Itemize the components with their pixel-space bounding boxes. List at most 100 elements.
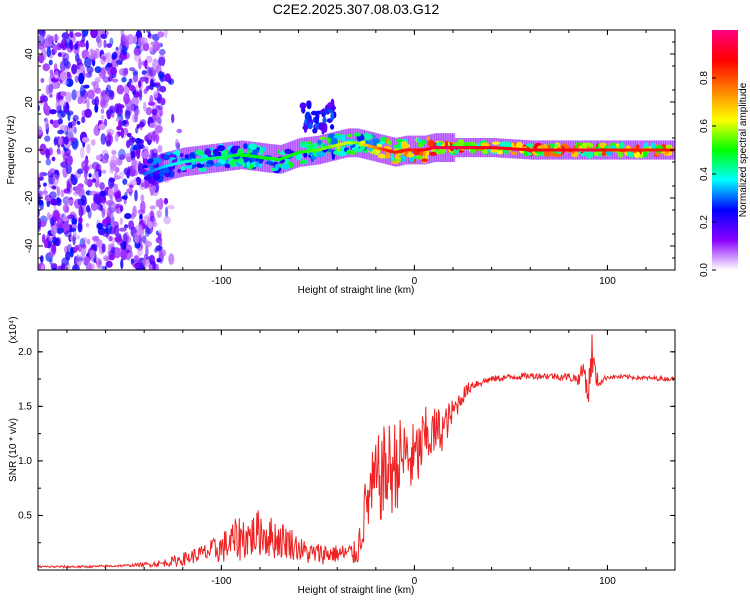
heatmap-noise-blob [38, 53, 45, 64]
heatmap-ridge-blob [394, 153, 400, 160]
heatmap-noise-blob [115, 117, 120, 123]
heatmap-noise-blob [57, 52, 62, 57]
heatmap-noise-blob [158, 229, 163, 235]
heatmap-noise-blob [77, 168, 84, 175]
heatmap-ridge-blob [169, 154, 177, 158]
y-tick-label: 2.0 [18, 347, 32, 358]
heatmap-noise-blob [142, 258, 147, 266]
heatmap-noise-blob [106, 62, 113, 68]
heatmap-noise-blob [108, 177, 114, 189]
heatmap-noise-blob [91, 178, 97, 183]
heatmap-noise-blob [105, 140, 112, 147]
heatmap-noise-blob [57, 129, 64, 135]
heatmap-noise-blob [122, 178, 128, 185]
heatmap-noise-blob [100, 115, 105, 120]
heatmap-noise-blob [78, 216, 83, 224]
snr-series-line [38, 334, 675, 569]
heatmap-ridge-blob [365, 133, 371, 141]
heatmap-noise-blob [129, 179, 138, 186]
heatmap-noise-blob [109, 37, 114, 46]
heatmap-noise-blob [111, 51, 118, 60]
heatmap-noise-blob [133, 159, 139, 172]
heatmap-noise-blob [120, 258, 124, 270]
heatmap-noise-blob [116, 84, 125, 95]
heatmap-ridge-blob [214, 162, 222, 167]
heatmap-noise-blob [74, 75, 79, 83]
heatmap-ridge-blob [496, 150, 504, 155]
heatmap-spur-blob [322, 116, 327, 124]
heatmap-noise-blob [60, 91, 67, 97]
heatmap-noise-blob [144, 59, 148, 70]
heatmap-noise-blob [65, 91, 72, 103]
heatmap-noise-blob [158, 241, 163, 246]
heatmap-noise-blob [132, 69, 139, 76]
heatmap-noise-blob [74, 244, 80, 251]
heatmap-ridge-blob [416, 155, 423, 160]
heatmap-spur-blob [310, 110, 318, 116]
heatmap-ridge-blob [204, 164, 213, 168]
heatmap-noise-blob [134, 108, 140, 116]
heatmap-noise-blob [118, 68, 127, 76]
heatmap-noise-blob [126, 252, 133, 259]
heatmap-noise-blob [65, 206, 70, 214]
heatmap-noise-blob [88, 164, 93, 170]
colorbar: 0.0 0.2 0.4 0.6 0.8 Normalized spectral ampl… [699, 30, 749, 277]
heatmap-ridge-blob [666, 144, 672, 150]
heatmap-noise-blob [56, 186, 61, 197]
heatmap-noise-blob [71, 264, 80, 270]
heatmap-noise-blob [145, 238, 149, 248]
heatmap-ridge-blob [543, 150, 552, 157]
heatmap-noise-blob [65, 251, 71, 261]
heatmap-ridge-blob [426, 136, 430, 141]
heatmap-noise-blob [101, 169, 107, 174]
heatmap-noise-blob [50, 218, 54, 227]
heatmap-noise-blob [138, 80, 142, 88]
heatmap-noise-blob [151, 221, 158, 228]
heatmap-noise-blob [176, 128, 183, 134]
heatmap-noise-blob [48, 76, 52, 85]
heatmap-ridge-blob [491, 141, 501, 145]
heatmap-noise-blob [128, 67, 136, 72]
heatmap-noise-blob [175, 138, 179, 149]
heatmap-ridge-blob [330, 137, 339, 146]
heatmap-noise-blob [64, 148, 71, 157]
heatmap-noise-blob [49, 69, 54, 75]
heatmap-noise-blob [140, 194, 145, 202]
heatmap-noise-blob [141, 150, 150, 159]
heatmap-noise-blob [85, 72, 92, 78]
heatmap-noise-blob [151, 130, 158, 143]
heatmap-noise-blob [96, 257, 100, 269]
heatmap-noise-blob [103, 39, 107, 49]
heatmap-noise-blob [145, 55, 153, 64]
heatmap-noise-blob [138, 144, 145, 150]
heatmap-noise-blob [62, 222, 70, 230]
heatmap-noise-blob [99, 182, 105, 191]
heatmap-noise-blob [143, 42, 150, 52]
heatmap-noise-blob [81, 116, 86, 124]
heatmap-noise-blob [71, 63, 78, 75]
heatmap-ridge-blob [174, 150, 181, 156]
heatmap-noise-blob [38, 177, 41, 186]
heatmap-noise-blob [149, 122, 156, 128]
heatmap-noise-blob [118, 120, 123, 129]
heatmap-noise-blob [55, 99, 61, 112]
heatmap-noise-blob [114, 191, 122, 199]
heatmap-noise-blob [94, 66, 102, 74]
heatmap-noise-blob [45, 158, 51, 166]
heatmap-ridge-blob [401, 143, 411, 149]
heatmap-noise-blob [138, 58, 142, 70]
heatmap-noise-blob [48, 59, 53, 66]
heatmap-noise-blob [149, 46, 153, 52]
heatmap-ridge-blob [163, 154, 170, 160]
heatmap-ridge-blob [216, 145, 226, 152]
heatmap-noise-blob [69, 31, 74, 38]
heatmap-noise-blob [137, 160, 142, 173]
heatmap-ridge-blob [354, 148, 363, 153]
heatmap-noise-blob [158, 198, 164, 210]
heatmap-noise-blob [39, 95, 44, 104]
heatmap-noise-blob [52, 267, 57, 270]
heatmap-noise-blob [149, 255, 156, 262]
heatmap-noise-blob [41, 30, 46, 38]
heatmap-noise-blob [84, 57, 92, 68]
heatmap-noise-blob [75, 235, 80, 240]
